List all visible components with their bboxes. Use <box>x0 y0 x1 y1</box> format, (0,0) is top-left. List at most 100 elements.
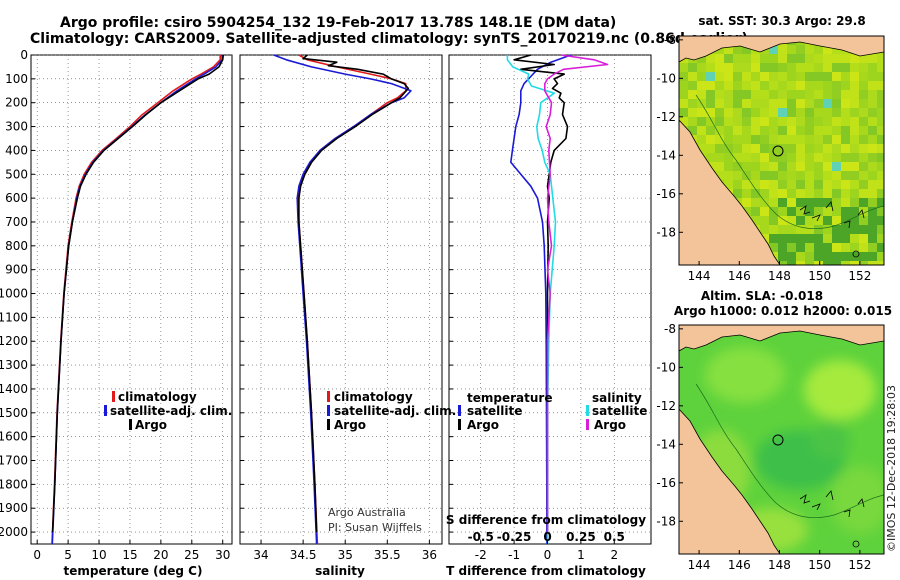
sst-pixel <box>751 54 760 63</box>
legend-climatology: climatology <box>118 390 197 404</box>
sst-pixel <box>760 135 769 144</box>
sst-pixel <box>877 189 884 198</box>
sst-pixel <box>778 180 787 189</box>
sst-pixel <box>868 99 877 108</box>
sst-pixel <box>823 54 832 63</box>
sst-pixel <box>787 162 796 171</box>
sst-pixel <box>751 81 760 90</box>
sst-pixel <box>868 198 877 207</box>
sst-pixel <box>841 189 850 198</box>
sst-pixel <box>859 90 868 99</box>
sst-argo-location-marker <box>772 145 784 157</box>
x-tick-label: 35.5 <box>374 548 401 562</box>
legend-satellite-adj: satellite-adj. clim. <box>110 404 232 418</box>
sst-pixel <box>715 72 724 81</box>
sst-pixel <box>859 54 868 63</box>
sst-pixel <box>787 72 796 81</box>
depth-tick-label: 200 <box>5 96 28 110</box>
sst-pixel <box>814 117 823 126</box>
sst-pixel <box>832 81 841 90</box>
sst-pixel <box>877 234 884 243</box>
sst-pixel <box>868 225 877 234</box>
sst-pixel <box>787 243 796 252</box>
sst-pixel <box>697 90 706 99</box>
sst-pixel <box>769 162 778 171</box>
temperature-panel: 0100200300400500600700800900100011001200… <box>0 48 233 578</box>
sst-pixel <box>769 180 778 189</box>
sst-pixel <box>715 117 724 126</box>
sst-pixel <box>823 45 832 54</box>
sst-pixel <box>823 72 832 81</box>
sst-pixel <box>805 225 814 234</box>
sst-pixel <box>769 135 778 144</box>
sst-pixel <box>823 225 832 234</box>
sst-pixel <box>787 54 796 63</box>
sst-pixel <box>823 207 832 216</box>
map-lon-label: 148 <box>768 269 791 283</box>
sst-pixel <box>778 198 787 207</box>
sst-pixel <box>814 72 823 81</box>
sst-pixel <box>733 171 742 180</box>
legend-swatch-argo <box>129 419 132 430</box>
sst-pixel <box>877 63 884 72</box>
depth-tick-label: 1000 <box>0 287 28 301</box>
sst-pixel <box>814 243 823 252</box>
sst-pixel <box>832 216 841 225</box>
sst-pixel <box>814 171 823 180</box>
map-lat-label: -18 <box>656 514 676 528</box>
sla-land-png <box>679 325 884 352</box>
sst-pixel <box>778 234 787 243</box>
sst-pixel <box>814 45 823 54</box>
sst-pixel <box>796 180 805 189</box>
x-tick-label: 15 <box>122 548 137 562</box>
sst-pixel <box>760 72 769 81</box>
sst-pixel <box>832 45 841 54</box>
sst-pixel <box>832 90 841 99</box>
sst-pixel <box>877 261 884 265</box>
sst-pixel <box>805 99 814 108</box>
sst-pixel <box>751 171 760 180</box>
sst-pixel <box>841 126 850 135</box>
sst-pixel <box>868 189 877 198</box>
sst-pixel <box>805 189 814 198</box>
sst-pixel <box>679 81 688 90</box>
sst-pixel <box>742 189 751 198</box>
sst-pixel <box>787 153 796 162</box>
figure-title-line2: Climatology: CARS2009. Satellite-adjuste… <box>30 31 748 47</box>
difference-xlabel: T difference from climatology <box>446 564 646 578</box>
sst-pixel <box>679 117 688 126</box>
sst-pixel <box>742 54 751 63</box>
sst-pixel <box>850 225 859 234</box>
legend-swatch-s-satellite <box>586 405 589 416</box>
sst-pixel <box>796 234 805 243</box>
sst-pixel <box>841 162 850 171</box>
sst-pixel <box>733 135 742 144</box>
sst-pixel <box>733 189 742 198</box>
sst-pixel <box>751 117 760 126</box>
sst-pixel <box>778 117 787 126</box>
sst-pixel <box>805 207 814 216</box>
sst-pixel <box>877 81 884 90</box>
sst-pixel <box>715 63 724 72</box>
sst-pixel <box>841 252 850 261</box>
map-lon-label: 144 <box>688 269 711 283</box>
sst-pixel <box>796 108 805 117</box>
sst-pixel <box>724 108 733 117</box>
sst-shelf-contour <box>695 94 884 230</box>
sst-pixel <box>868 252 877 261</box>
sst-pixel <box>877 126 884 135</box>
sst-pixel <box>769 72 778 81</box>
sst-pixel <box>805 162 814 171</box>
sst-pixel <box>778 261 787 265</box>
sst-pixel <box>778 162 787 171</box>
sst-pixel <box>787 144 796 153</box>
sst-pixel <box>823 261 832 265</box>
sst-pixel <box>823 63 832 72</box>
sst-pixel <box>841 72 850 81</box>
sst-pixel <box>697 81 706 90</box>
sst-pixel <box>832 72 841 81</box>
sst-pixel <box>778 171 787 180</box>
sst-pixel <box>760 180 769 189</box>
sst-pixel <box>850 234 859 243</box>
sst-pixel <box>823 180 832 189</box>
